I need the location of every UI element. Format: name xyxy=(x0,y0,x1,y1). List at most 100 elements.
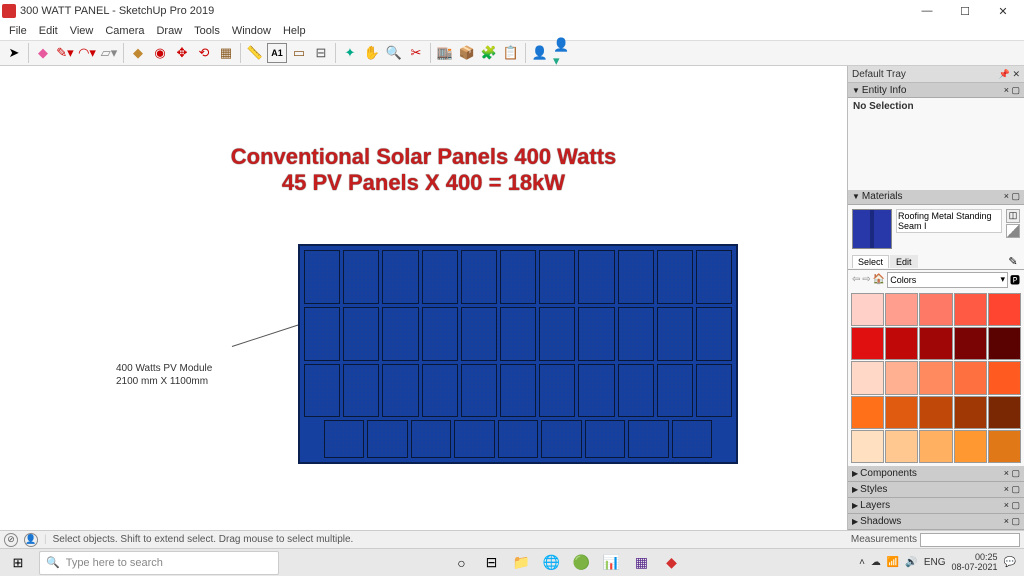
color-swatch[interactable] xyxy=(954,361,987,394)
color-swatch[interactable] xyxy=(885,396,918,429)
explorer-icon[interactable]: 📁 xyxy=(508,549,536,577)
material-preview[interactable] xyxy=(852,209,892,249)
components-header[interactable]: ▶Components× ▢ xyxy=(848,466,1024,482)
color-swatch[interactable] xyxy=(885,361,918,394)
color-swatch[interactable] xyxy=(988,361,1021,394)
back-icon[interactable]: ⇦ xyxy=(852,274,860,285)
shape-tool[interactable]: ▱▾ xyxy=(99,43,119,63)
materials-select-tab[interactable]: Select xyxy=(852,255,889,268)
color-swatch[interactable] xyxy=(988,396,1021,429)
menu-view[interactable]: View xyxy=(65,25,99,37)
credits-icon[interactable]: 👤 xyxy=(24,533,38,547)
menu-file[interactable]: File xyxy=(4,25,32,37)
chrome-icon[interactable]: 🟢 xyxy=(568,549,596,577)
color-swatch[interactable] xyxy=(851,361,884,394)
tray-chevron-icon[interactable]: ˄ xyxy=(859,557,865,568)
color-swatch[interactable] xyxy=(885,293,918,326)
offset-tool[interactable]: ◉ xyxy=(150,43,170,63)
eyedropper-icon[interactable]: ✎ xyxy=(1006,255,1020,269)
taskview-icon[interactable]: ⊟ xyxy=(478,549,506,577)
forward-icon[interactable]: ⇨ xyxy=(862,274,870,285)
menu-tools[interactable]: Tools xyxy=(189,25,225,37)
tray-cloud-icon[interactable]: ☁ xyxy=(871,557,881,568)
material-default-icon[interactable] xyxy=(1006,224,1020,238)
materials-header[interactable]: ▼Materials× ▢ xyxy=(848,190,1024,205)
color-swatch[interactable] xyxy=(919,293,952,326)
minimize-button[interactable]: — xyxy=(908,0,946,22)
color-swatch[interactable] xyxy=(954,430,987,463)
color-swatch[interactable] xyxy=(851,293,884,326)
orbit-tool[interactable]: ✦ xyxy=(340,43,360,63)
menu-camera[interactable]: Camera xyxy=(100,25,149,37)
material-create-icon[interactable]: ◫ xyxy=(1006,209,1020,223)
tray-speaker-icon[interactable]: 🔊 xyxy=(905,557,917,568)
warehouse-tool[interactable]: 🏬 xyxy=(435,43,455,63)
color-swatch[interactable] xyxy=(885,327,918,360)
solar-panel-array[interactable] xyxy=(298,244,738,464)
materials-edit-tab[interactable]: Edit xyxy=(890,255,918,268)
entity-info-header[interactable]: ▼Entity Info× ▢ xyxy=(848,83,1024,98)
color-swatch[interactable] xyxy=(851,327,884,360)
pushpull-tool[interactable]: ◆ xyxy=(128,43,148,63)
menu-window[interactable]: Window xyxy=(227,25,276,37)
login-tool[interactable]: 👤 xyxy=(530,43,550,63)
dimension-tool[interactable]: ⊟ xyxy=(311,43,331,63)
color-swatch[interactable] xyxy=(988,430,1021,463)
zoom-tool[interactable]: 🔍 xyxy=(384,43,404,63)
extension-tool[interactable]: 🧩 xyxy=(479,43,499,63)
taskbar-clock[interactable]: 00:25 08-07-2021 xyxy=(952,553,998,573)
layers-header[interactable]: ▶Layers× ▢ xyxy=(848,498,1024,514)
taskbar-search[interactable]: 🔍 Type here to search xyxy=(39,551,279,575)
color-swatch[interactable] xyxy=(988,327,1021,360)
color-swatch[interactable] xyxy=(851,396,884,429)
pan-tool[interactable]: ✋ xyxy=(362,43,382,63)
notifications-icon[interactable]: 💬 xyxy=(1004,557,1016,568)
maximize-button[interactable]: ☐ xyxy=(946,0,984,22)
edge-icon[interactable]: 🌐 xyxy=(538,549,566,577)
menu-draw[interactable]: Draw xyxy=(151,25,187,37)
app-icon[interactable]: ▦ xyxy=(628,549,656,577)
scale-tool[interactable]: ▦ xyxy=(216,43,236,63)
excel-icon[interactable]: 📊 xyxy=(598,549,626,577)
sketchup-icon[interactable]: ◆ xyxy=(658,549,686,577)
tape-tool[interactable]: 📏 xyxy=(245,43,265,63)
color-swatch[interactable] xyxy=(919,396,952,429)
arc-tool[interactable]: ◠▾ xyxy=(77,43,97,63)
tray-header[interactable]: Default Tray📌 ✕ xyxy=(848,66,1024,83)
eraser-tool[interactable]: ◆ xyxy=(33,43,53,63)
color-swatch[interactable] xyxy=(988,293,1021,326)
close-button[interactable]: ✕ xyxy=(984,0,1022,22)
text-tool[interactable]: A1 xyxy=(267,43,287,63)
color-swatch[interactable] xyxy=(851,430,884,463)
tray-wifi-icon[interactable]: 📶 xyxy=(887,557,899,568)
material-library-dropdown[interactable]: Colors▾ xyxy=(887,272,1008,288)
home-icon[interactable]: 🏠 xyxy=(873,274,885,285)
cortana-icon[interactable]: ○ xyxy=(448,549,476,577)
color-swatch[interactable] xyxy=(954,396,987,429)
start-button[interactable]: ⊞ xyxy=(0,549,36,577)
color-swatch[interactable] xyxy=(919,327,952,360)
shadows-header[interactable]: ▶Shadows× ▢ xyxy=(848,514,1024,530)
measurements-input[interactable] xyxy=(920,533,1020,547)
color-swatch[interactable] xyxy=(954,327,987,360)
details-icon[interactable]: 🅿 xyxy=(1010,272,1020,287)
paint-tool[interactable]: ▭ xyxy=(289,43,309,63)
line-tool[interactable]: ✎▾ xyxy=(55,43,75,63)
color-swatch[interactable] xyxy=(919,430,952,463)
tray-lang[interactable]: ENG xyxy=(924,557,946,568)
rotate-tool[interactable]: ⟲ xyxy=(194,43,214,63)
user-tool[interactable]: 👤▾ xyxy=(552,43,572,63)
styles-header[interactable]: ▶Styles× ▢ xyxy=(848,482,1024,498)
color-swatch[interactable] xyxy=(919,361,952,394)
zoom-extents-tool[interactable]: ✂ xyxy=(406,43,426,63)
move-tool[interactable]: ✥ xyxy=(172,43,192,63)
color-swatch[interactable] xyxy=(954,293,987,326)
select-tool[interactable]: ➤ xyxy=(4,43,24,63)
component-tool[interactable]: 📦 xyxy=(457,43,477,63)
menu-help[interactable]: Help xyxy=(278,25,311,37)
geo-icon[interactable]: ⊘ xyxy=(4,533,18,547)
color-swatch[interactable] xyxy=(885,430,918,463)
menu-edit[interactable]: Edit xyxy=(34,25,63,37)
viewport[interactable]: Conventional Solar Panels 400 Watts 45 P… xyxy=(0,66,847,530)
layout-tool[interactable]: 📋 xyxy=(501,43,521,63)
